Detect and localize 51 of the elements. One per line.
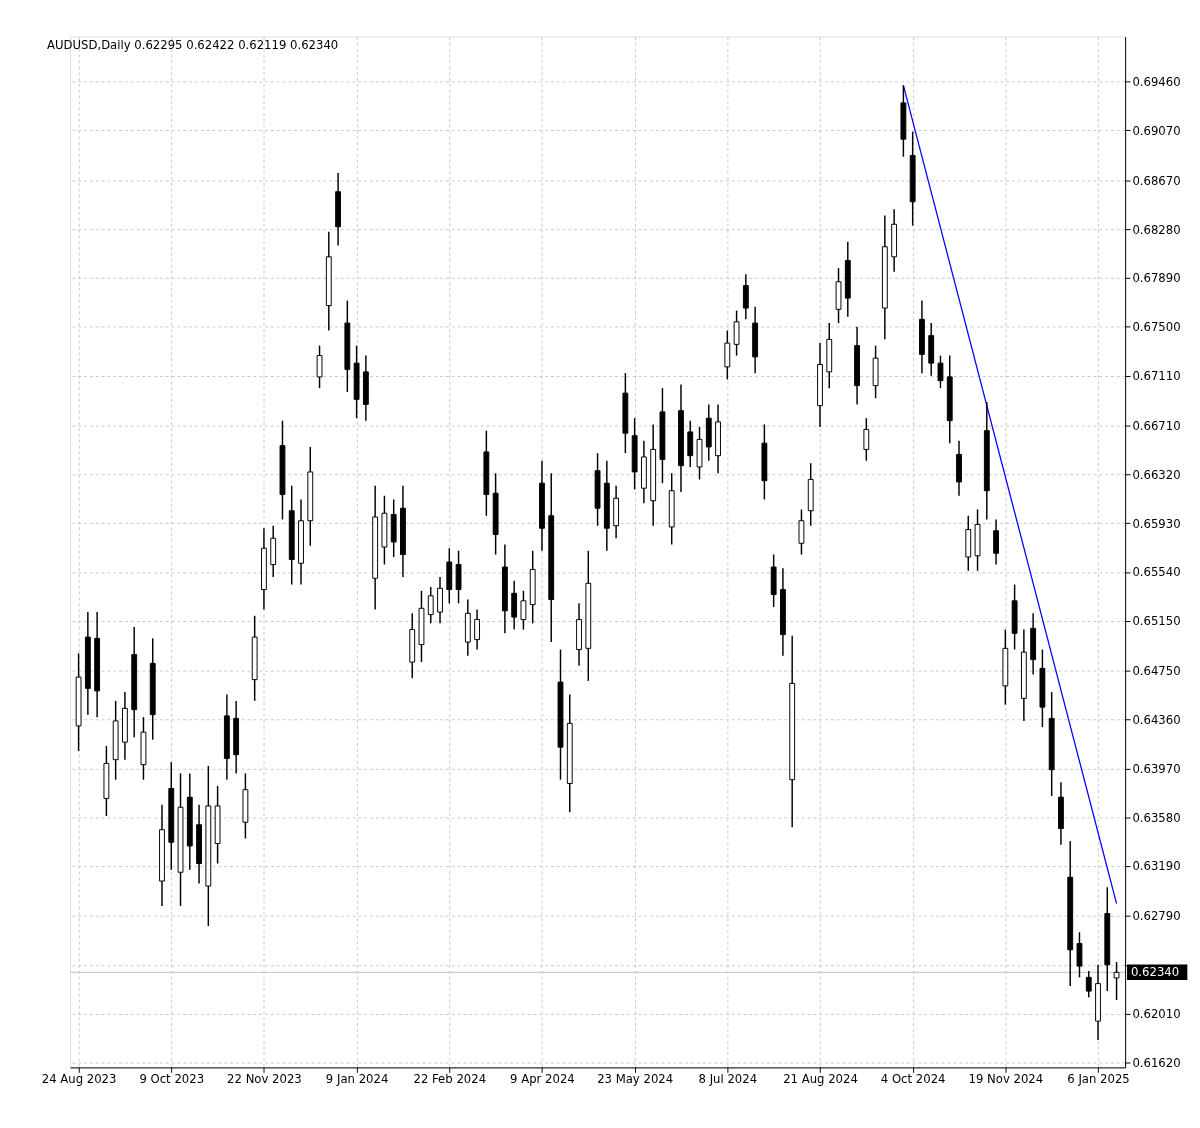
- y-tick-label: 0.69070: [1132, 123, 1181, 138]
- ref-line-label: 0.62340: [1130, 965, 1180, 980]
- candlestick: [520, 590, 527, 631]
- x-tick-label: 23 May 2024: [597, 1072, 674, 1087]
- candlestick: [1076, 931, 1083, 979]
- y-tick-label: 0.68670: [1132, 173, 1181, 188]
- chart-title: AUDUSD,Daily 0.62295 0.62422 0.62119 0.62340: [47, 38, 339, 53]
- candlestick: [427, 586, 434, 625]
- candlestick: [511, 580, 518, 631]
- candlestick: [316, 344, 323, 389]
- y-tick-label: 0.69460: [1132, 75, 1181, 90]
- y-tick-label: 0.65150: [1132, 614, 1181, 629]
- x-tick-label: 22 Nov 2023: [227, 1072, 302, 1087]
- candlestick: [863, 417, 870, 462]
- y-tick-label: 0.63190: [1132, 859, 1181, 874]
- y-tick-label: 0.62010: [1132, 1007, 1181, 1021]
- y-tick-label: 0.67890: [1132, 271, 1181, 286]
- y-tick-label: 0.65930: [1132, 516, 1181, 531]
- candlestick: [993, 518, 999, 566]
- y-tick-label: 0.68280: [1132, 222, 1181, 237]
- y-tick-label: 0.67110: [1132, 369, 1181, 383]
- y-tick-label: 0.66320: [1132, 467, 1181, 482]
- candlestick: [733, 309, 740, 357]
- y-tick-label: 0.66710: [1132, 419, 1181, 434]
- y-tick-label: 0.64360: [1132, 713, 1181, 728]
- candlestick: [1113, 961, 1120, 1001]
- x-tick-label: 9 Jan 2024: [325, 1072, 389, 1087]
- candlestick: [724, 329, 731, 381]
- x-tick-label: 4 Oct 2024: [880, 1072, 946, 1087]
- x-tick-label: 21 Aug 2024: [783, 1072, 858, 1087]
- y-tick-label: 0.65540: [1132, 565, 1181, 580]
- x-tick-label: 8 Jul 2024: [698, 1072, 758, 1087]
- candlestick: [1085, 970, 1092, 999]
- y-tick-label: 0.64750: [1132, 664, 1181, 679]
- candlestick: [687, 419, 694, 468]
- x-tick-label: 19 Nov 2024: [968, 1072, 1044, 1087]
- candlestick: [474, 608, 481, 651]
- candlestick: [798, 508, 805, 556]
- candlestick: [437, 576, 443, 625]
- y-tick-label: 0.62790: [1132, 909, 1181, 924]
- y-tick-label: 0.63970: [1132, 761, 1181, 776]
- x-tick-label: 24 Aug 2023: [41, 1072, 117, 1087]
- y-tick-label: 0.67500: [1132, 320, 1181, 335]
- x-tick-label: 9 Oct 2023: [139, 1072, 205, 1087]
- x-tick-label: 6 Jan 2025: [1067, 1072, 1130, 1087]
- y-tick-label: 0.63580: [1132, 810, 1181, 825]
- candlestick: [937, 354, 944, 389]
- candlestick: [742, 273, 749, 321]
- y-tick-label: 0.61620: [1132, 1055, 1181, 1070]
- x-tick-label: 9 Apr 2024: [510, 1072, 575, 1087]
- x-tick-label: 22 Feb 2024: [413, 1072, 487, 1087]
